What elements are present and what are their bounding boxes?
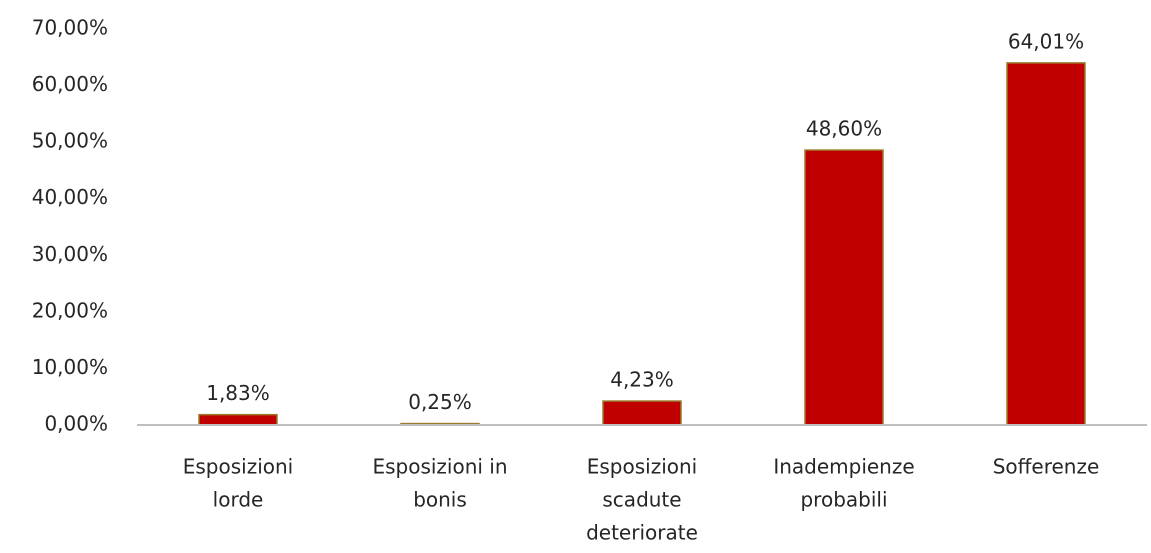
y-tick-label: 30,00% <box>32 242 108 266</box>
y-tick-label: 0,00% <box>44 412 108 436</box>
x-tick-label: Esposizioni <box>587 455 698 479</box>
bar <box>602 400 682 426</box>
x-tick-label: bonis <box>413 488 467 512</box>
y-tick-label: 40,00% <box>32 185 108 209</box>
bar <box>198 413 278 426</box>
y-tick-label: 20,00% <box>32 298 108 322</box>
y-tick-label: 50,00% <box>32 129 108 153</box>
x-tick-label: lorde <box>213 488 264 512</box>
y-tick-label: 70,00% <box>32 16 108 40</box>
value-label: 4,23% <box>610 368 674 392</box>
value-label: 48,60% <box>806 117 882 141</box>
x-tick-label: probabili <box>800 488 887 512</box>
value-label: 64,01% <box>1008 29 1084 53</box>
x-tick-label: Inadempienze <box>773 455 914 479</box>
x-tick-label: Esposizioni in <box>372 455 507 479</box>
x-tick-label: Esposizioni <box>183 455 294 479</box>
x-tick-label: scadute <box>602 488 681 512</box>
value-label: 0,25% <box>408 390 472 414</box>
x-tick-label: deteriorate <box>586 521 698 545</box>
value-label: 1,83% <box>206 381 270 405</box>
bar <box>804 149 884 426</box>
y-tick-label: 10,00% <box>32 355 108 379</box>
y-tick-label: 60,00% <box>32 72 108 96</box>
bar <box>1006 62 1086 426</box>
x-tick-label: Sofferenze <box>993 455 1100 479</box>
